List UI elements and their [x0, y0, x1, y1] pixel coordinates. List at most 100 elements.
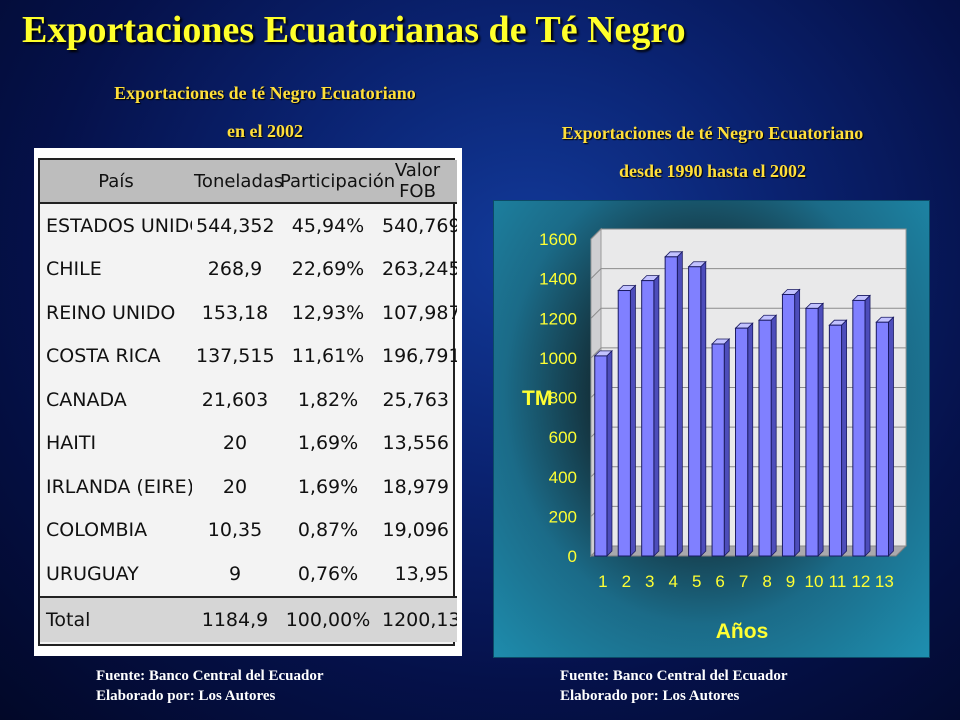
cell-share: 22,69% — [291, 258, 365, 281]
bar — [828, 324, 843, 557]
table-subtitle-line-2: en el 2002 — [227, 121, 303, 141]
table-row: IRLANDA (EIRE) 20 1,69% 18,979 — [40, 465, 457, 509]
x-tick-label: 7 — [739, 572, 748, 591]
total-cell-fob-value: 1200,136 — [378, 595, 457, 642]
cell-country: URUGUAY — [46, 562, 139, 585]
table-subtitle: Exportaciones de té Negro Ecuatoriano en… — [40, 74, 490, 150]
table-row: COSTA RICA 137,515 11,61% 196,791 — [40, 335, 457, 379]
bar — [594, 355, 608, 557]
cell-fob-value: 263,245 — [382, 258, 457, 281]
cell-share: 12,93% — [291, 301, 365, 324]
header-fob-value: Valor FOB — [378, 160, 457, 204]
bar — [852, 299, 866, 557]
bar-side — [700, 260, 707, 557]
gridline — [590, 347, 906, 359]
table-row: URUGUAY 9 0,76% 13,95 — [40, 552, 457, 597]
bar — [805, 307, 819, 557]
bar — [617, 290, 631, 557]
cell-tons: 268,9 — [207, 258, 263, 281]
bar-side — [794, 288, 801, 557]
total-cell-tons: 1184,9 — [192, 595, 278, 642]
total-cell-country: Total — [40, 595, 192, 642]
bar-side — [864, 294, 871, 557]
cell-country: COLOMBIA — [46, 519, 148, 542]
total-cell-share: 100,00% — [278, 595, 378, 642]
cell-tons: 137,515 — [196, 345, 275, 368]
cell-share: 1,69% — [297, 432, 359, 455]
x-tick-label: 4 — [669, 572, 678, 591]
x-tick-label: 12 — [851, 572, 870, 591]
cell-fob-value: 196,791 — [382, 345, 457, 368]
header-tons: Toneladas — [192, 160, 283, 204]
bar-side — [747, 322, 754, 557]
bar-side — [630, 284, 636, 557]
bar-side — [817, 302, 824, 557]
exports-table: País Toneladas Participación Valor FOB E… — [40, 160, 457, 642]
cell-fob-value: 13,556 — [382, 432, 449, 455]
table-header-row: País Toneladas Participación Valor FOB — [40, 160, 457, 204]
cell-country: REINO UNIDO — [46, 301, 176, 324]
table-row: REINO UNIDO 153,18 12,93% 107,987 — [40, 291, 457, 335]
gridline — [590, 268, 906, 279]
y-tick-label: 400 — [549, 468, 577, 487]
bar — [875, 321, 889, 557]
gridline — [590, 228, 906, 240]
exports-table-panel: País Toneladas Participación Valor FOB E… — [34, 148, 462, 656]
bar — [781, 293, 796, 557]
header-country: País — [40, 160, 192, 204]
cell-fob-value: 25,763 — [382, 388, 449, 411]
cell-tons: 21,603 — [201, 388, 269, 411]
x-tick-label: 8 — [762, 572, 771, 591]
exports-chart-panel: 0 200 400 600 800 1000 1200 1400 1600 1 2 3 4 5 6 7 8 9 10… — [493, 200, 930, 658]
y-tick-label: 1400 — [539, 270, 577, 289]
table-source: Fuente: Banco Central del Ecuador — [96, 668, 324, 684]
bar — [735, 327, 749, 557]
x-tick-label: 9 — [786, 572, 795, 591]
header-share: Participación — [278, 160, 395, 204]
cell-share: 0,87% — [297, 519, 359, 542]
table-author: Elaborado por: Los Autores — [96, 688, 276, 704]
chart-source: Fuente: Banco Central del Ecuador — [560, 668, 788, 684]
cell-share: 0,76% — [297, 562, 359, 585]
table-body: ESTADOS UNIDOS544,352 45,94% 540,769 CHILE 2… — [40, 203, 457, 642]
bar-side — [770, 314, 777, 557]
cell-country: COSTA RICA — [46, 345, 161, 368]
chart-author: Elaborado por: Los Autores — [560, 688, 740, 704]
chart-subtitle: Exportaciones de té Negro Ecuatoriano de… — [485, 114, 940, 190]
x-tick-label: 3 — [645, 572, 654, 591]
cell-fob-value: 107,987 — [382, 301, 457, 324]
cell-share: 1,82% — [297, 388, 359, 411]
table-row: CHILE 268,9 22,69% 263,245 — [40, 248, 457, 292]
bar — [758, 319, 772, 557]
cell-country: ESTADOS UNIDOS — [46, 214, 192, 237]
cell-share: 1,69% — [297, 475, 359, 498]
y-tick-label: 600 — [549, 428, 577, 447]
chart-subtitle-line-2: desde 1990 hasta el 2002 — [618, 161, 806, 181]
cell-country: HAITI — [46, 432, 97, 455]
x-axis-title: Años — [716, 620, 769, 643]
cell-tons: 544,352 — [196, 214, 275, 237]
y-tick-label: 800 — [549, 389, 577, 408]
cell-tons: 9 — [228, 562, 242, 585]
y-tick-label: 1200 — [539, 309, 577, 328]
bar-side — [888, 316, 894, 557]
cell-share: 45,94% — [291, 214, 365, 237]
table-row: HAITI 20 1,69% 13,556 — [40, 422, 457, 466]
table-source-note: Fuente: Banco Central del Ecuador Elabor… — [96, 666, 323, 706]
x-tick-label: 2 — [622, 572, 631, 591]
y-tick-label: 200 — [549, 507, 577, 526]
bar — [664, 256, 678, 557]
cell-tons: 153,18 — [201, 301, 269, 324]
cell-fob-value: 19,096 — [382, 519, 449, 542]
table-row: COLOMBIA 10,35 0,87% 19,096 — [40, 509, 457, 553]
bar-side — [606, 349, 613, 557]
y-tick-label: 1000 — [539, 349, 577, 368]
table-row: ESTADOS UNIDOS544,352 45,94% 540,769 — [40, 203, 457, 248]
cell-country: CANADA — [46, 388, 127, 411]
cell-country: CHILE — [46, 258, 102, 281]
bar — [641, 280, 655, 557]
gridline — [590, 307, 906, 319]
cell-tons: 20 — [222, 475, 248, 498]
bar — [688, 266, 702, 557]
